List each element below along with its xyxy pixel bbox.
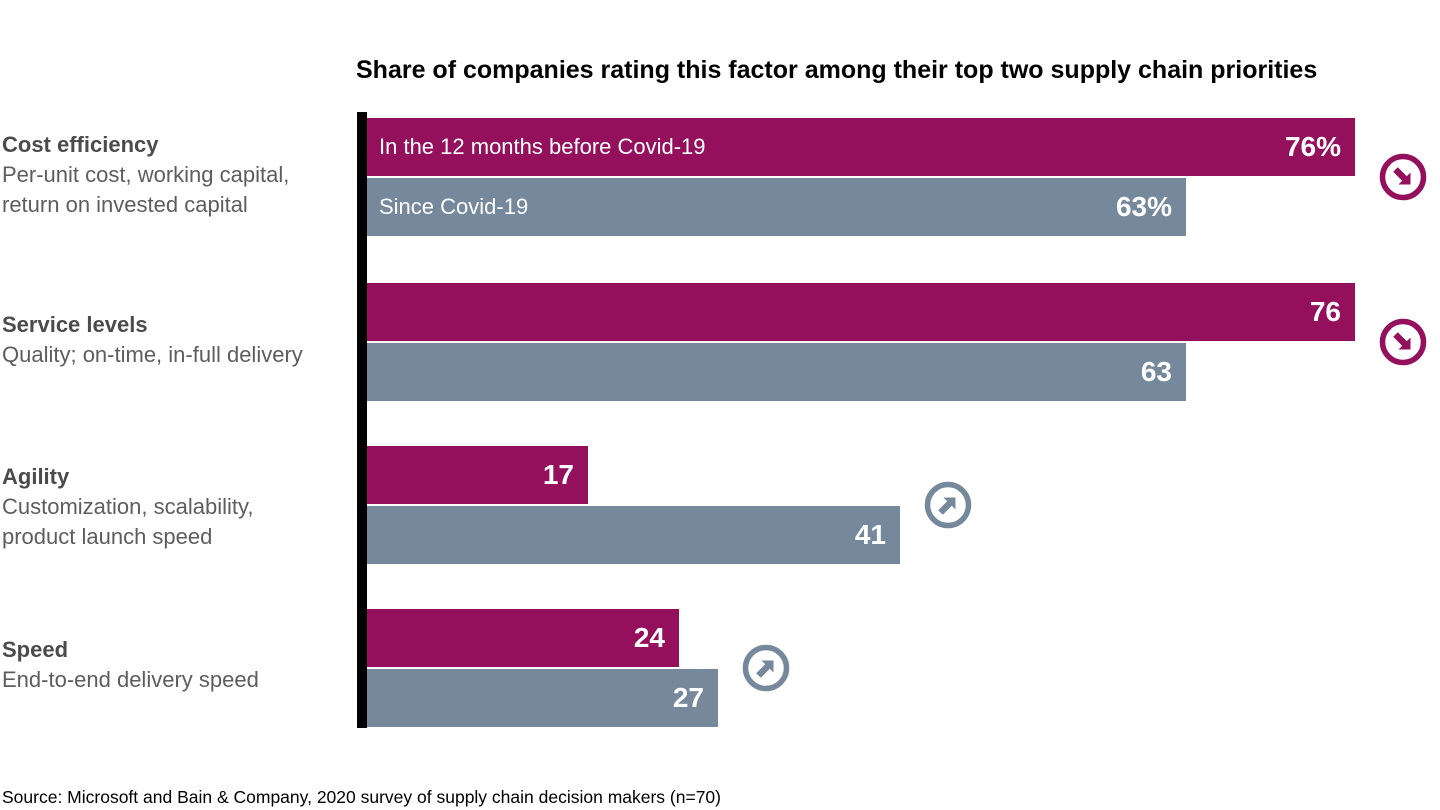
category-label-cost-efficiency: Cost efficiency Per-unit cost, working ca… xyxy=(2,130,352,220)
bar-since-covid-service-levels: 63 xyxy=(367,343,1186,401)
category-description-line: return on invested capital xyxy=(2,192,248,217)
category-description-line: Quality; on-time, in-full delivery xyxy=(2,342,303,367)
trend-down-icon xyxy=(1379,153,1427,201)
bar-since-covid-speed: 27 xyxy=(367,669,718,727)
category-description-line: Customization, scalability, xyxy=(2,494,254,519)
bar-before-covid-agility: 17 xyxy=(367,446,588,504)
bar-before-covid-cost-efficiency: In the 12 months before Covid-19 76% xyxy=(367,118,1355,176)
category-name: Speed xyxy=(2,637,69,662)
bar-since-covid-cost-efficiency: Since Covid-19 63% xyxy=(367,178,1186,236)
value-label: 63 xyxy=(1140,356,1172,387)
category-description-line: Per-unit cost, working capital, xyxy=(2,162,290,187)
category-label-agility: Agility Customization, scalability, produc… xyxy=(2,462,352,552)
baseline-axis xyxy=(357,112,367,728)
trend-up-icon xyxy=(742,644,790,692)
chart-title: Share of companies rating this factor am… xyxy=(356,56,1318,84)
value-label: 76% xyxy=(1284,131,1341,162)
trend-up-icon xyxy=(924,481,972,529)
category-name: Cost efficiency xyxy=(2,132,159,157)
category-label-speed: Speed End-to-end delivery speed xyxy=(2,635,352,695)
trend-down-icon xyxy=(1379,318,1427,366)
value-label: 27 xyxy=(672,682,704,713)
bar-before-covid-speed: 24 xyxy=(367,609,679,667)
category-label-service-levels: Service levels Quality; on-time, in-full … xyxy=(2,310,352,370)
category-name: Agility xyxy=(2,464,70,489)
category-name: Service levels xyxy=(2,312,148,337)
bar-since-covid-agility: 41 xyxy=(367,506,900,564)
series-legend-label: In the 12 months before Covid-19 xyxy=(379,134,706,159)
value-label: 63% xyxy=(1115,191,1172,222)
source-note: Source: Microsoft and Bain & Company, 20… xyxy=(2,787,721,807)
series-legend-label: Since Covid-19 xyxy=(379,194,529,219)
value-label: 17 xyxy=(542,459,574,490)
category-description-line: End-to-end delivery speed xyxy=(2,667,259,692)
value-label: 76 xyxy=(1309,296,1341,327)
category-description-line: product launch speed xyxy=(2,524,213,549)
value-label: 24 xyxy=(633,622,665,653)
bar-before-covid-service-levels: 76 xyxy=(367,283,1355,341)
value-label: 41 xyxy=(854,519,886,550)
